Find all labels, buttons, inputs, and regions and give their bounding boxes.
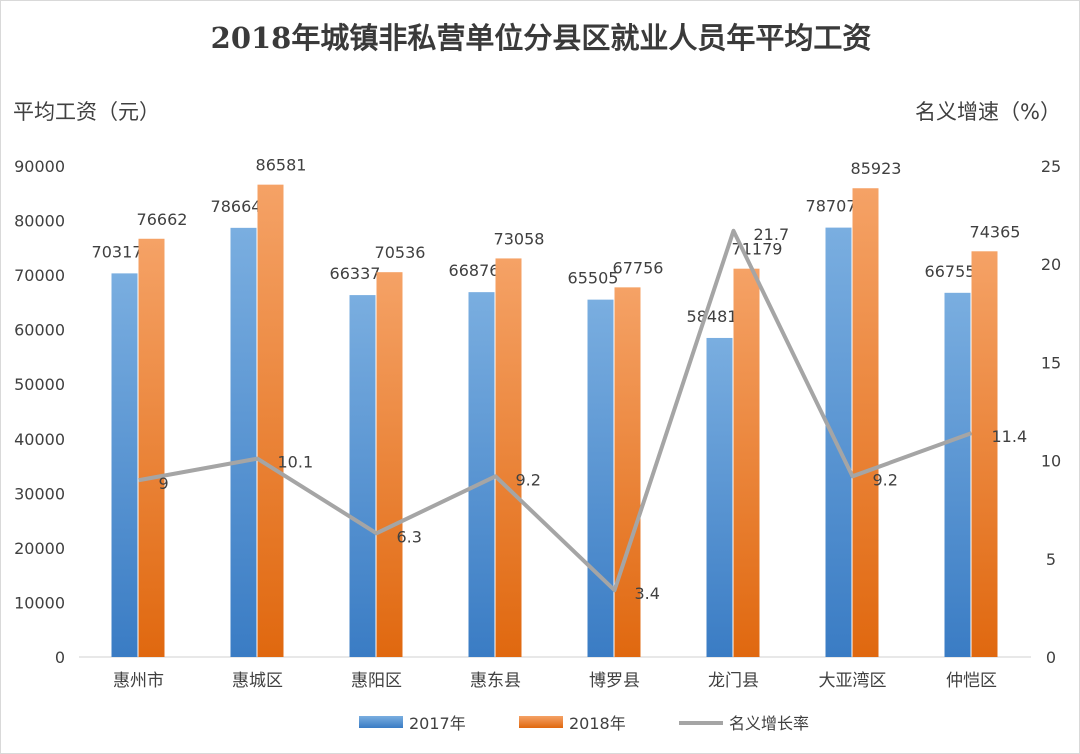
y-tick-label: 10000: [14, 593, 65, 612]
y-tick-label: 20000: [14, 539, 65, 558]
y-tick-label: 60000: [14, 321, 65, 340]
line-data-label: 3.4: [635, 584, 660, 603]
data-label: 70317: [92, 242, 143, 261]
data-label: 78664: [211, 197, 262, 216]
line-data-label: 9: [159, 474, 169, 493]
line-data-label: 10.1: [278, 453, 314, 472]
line-growth-rate: [138, 228, 973, 593]
data-label: 58481: [687, 307, 738, 326]
bar-2017年: [349, 295, 376, 657]
bar-2018年: [495, 258, 522, 657]
legend-label: 名义增长率: [729, 714, 809, 733]
bar-2018年: [257, 184, 284, 658]
data-label: 73058: [494, 229, 545, 248]
y2-tick-label: 5: [1046, 550, 1056, 569]
data-label: 78707: [806, 197, 857, 216]
bar-2017年: [468, 292, 495, 657]
y-tick-label: 50000: [14, 375, 65, 394]
bar-2017年: [587, 299, 614, 657]
legend-label: 2017年: [409, 714, 466, 733]
x-tick-label: 博罗县: [589, 671, 640, 691]
x-tick-label: 大亚湾区: [819, 671, 887, 691]
data-label: 86581: [256, 156, 307, 175]
x-tick-label: 惠阳区: [351, 671, 402, 691]
legend-label: 2018年: [569, 714, 626, 733]
y2-tick-label: 0: [1046, 648, 1056, 667]
data-label: 66876: [449, 261, 500, 280]
data-label: 70536: [375, 243, 426, 262]
line-data-label: 6.3: [397, 527, 422, 546]
bar-2018年: [733, 268, 760, 657]
bar-2018年: [852, 188, 879, 657]
bar-2018年: [614, 287, 641, 657]
y-tick-label: 40000: [14, 430, 65, 449]
bar-2018年: [971, 251, 998, 657]
chart-title: 2018年城镇非私营单位分县区就业人员年平均工资: [210, 21, 872, 55]
bar-2017年: [111, 273, 138, 657]
x-tick-label: 仲恺区: [946, 671, 997, 691]
y-tick-label: 0: [55, 648, 65, 667]
y-tick-label: 70000: [14, 266, 65, 285]
y-tick-label: 90000: [14, 157, 65, 176]
data-label: 66337: [330, 264, 381, 283]
line-data-label: 9.2: [516, 470, 541, 489]
data-label: 67756: [613, 258, 664, 277]
bar-2017年: [230, 227, 257, 657]
data-label: 74365: [970, 222, 1021, 241]
x-tick-label: 惠州市: [113, 671, 164, 691]
line-data-label: 21.7: [754, 225, 790, 244]
y-axis-title: 平均工资（元）: [13, 100, 160, 124]
data-label: 76662: [137, 210, 188, 229]
data-label: 65505: [568, 269, 619, 288]
y2-tick-label: 15: [1041, 353, 1061, 372]
line-data-label: 9.2: [873, 470, 898, 489]
bar-2017年: [706, 337, 733, 657]
x-tick-label: 龙门县: [708, 671, 759, 691]
bar-2018年: [376, 272, 403, 657]
bar-2018年: [138, 238, 165, 657]
y2-tick-label: 10: [1041, 452, 1061, 471]
bar-2017年: [944, 292, 971, 657]
bar-2017年: [825, 227, 852, 657]
y-tick-label: 30000: [14, 484, 65, 503]
data-label: 85923: [851, 159, 902, 178]
legend-swatch: [519, 716, 563, 728]
y2-axis-title: 名义增速（%）: [915, 100, 1061, 124]
x-tick-label: 惠东县: [470, 671, 521, 691]
y2-tick-label: 20: [1041, 255, 1061, 274]
y2-tick-label: 25: [1041, 157, 1061, 176]
x-tick-label: 惠城区: [232, 671, 283, 691]
legend-swatch: [359, 716, 403, 728]
data-label: 66755: [925, 262, 976, 281]
line-data-label: 11.4: [992, 427, 1028, 446]
y-tick-label: 80000: [14, 212, 65, 231]
